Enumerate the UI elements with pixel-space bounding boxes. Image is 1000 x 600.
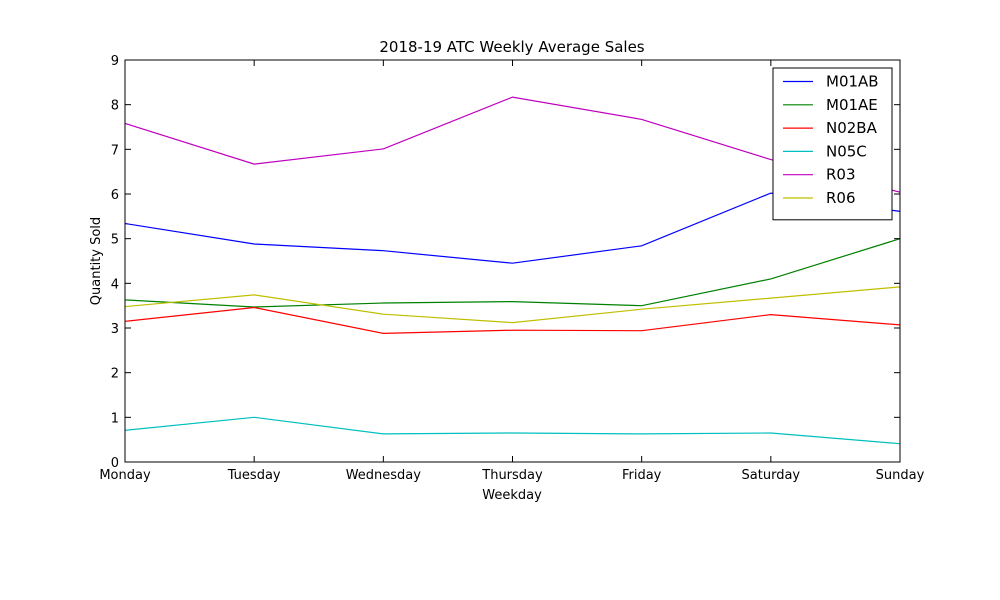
y-tick-label: 6 <box>111 188 119 203</box>
legend-label-m01ab: M01AB <box>826 73 879 91</box>
legend-label-r03: R03 <box>826 166 856 184</box>
x-tick-label: Wednesday <box>346 468 422 483</box>
chart-title: 2018-19 ATC Weekly Average Sales <box>379 38 644 56</box>
y-axis-label: Quantity Sold <box>89 217 104 305</box>
x-tick-label: Saturday <box>742 468 801 483</box>
legend-label-n02ba: N02BA <box>826 119 878 137</box>
legend-label-n05c: N05C <box>826 142 867 160</box>
y-tick-label: 2 <box>111 367 119 382</box>
x-axis-ticks: Monday Tuesday Wednesday Thursday Friday Satu… <box>99 60 925 483</box>
legend-label-m01ae: M01AE <box>826 96 878 114</box>
y-tick-label: 3 <box>111 322 119 337</box>
x-tick-label: Tuesday <box>227 468 281 483</box>
series-line-n05c <box>124 416 901 445</box>
y-tick-label: 9 <box>111 54 119 69</box>
series-line-n02ba <box>124 306 901 335</box>
y-axis-ticks: 0 1 2 3 4 5 6 7 8 9 <box>111 54 900 471</box>
series-line-r03 <box>124 96 901 193</box>
y-tick-label: 1 <box>111 411 119 426</box>
legend-label-r06: R06 <box>826 189 856 207</box>
series-lines <box>124 96 901 445</box>
legend-box <box>772 67 893 221</box>
series-line-m01ab <box>124 192 901 264</box>
y-tick-label: 4 <box>111 277 119 292</box>
y-tick-label: 0 <box>111 456 119 471</box>
x-tick-label: Sunday <box>876 468 925 483</box>
y-tick-label: 5 <box>111 233 119 248</box>
y-tick-label: 7 <box>111 143 119 158</box>
x-tick-label: Thursday <box>481 468 543 483</box>
x-tick-label: Monday <box>99 468 151 483</box>
x-axis-label: Weekday <box>482 488 542 503</box>
series-line-r06 <box>124 286 901 324</box>
x-tick-label: Friday <box>622 468 662 483</box>
y-tick-label: 8 <box>111 99 119 114</box>
legend: M01AB M01AE N02BA N05C R03 R06 <box>772 67 893 221</box>
